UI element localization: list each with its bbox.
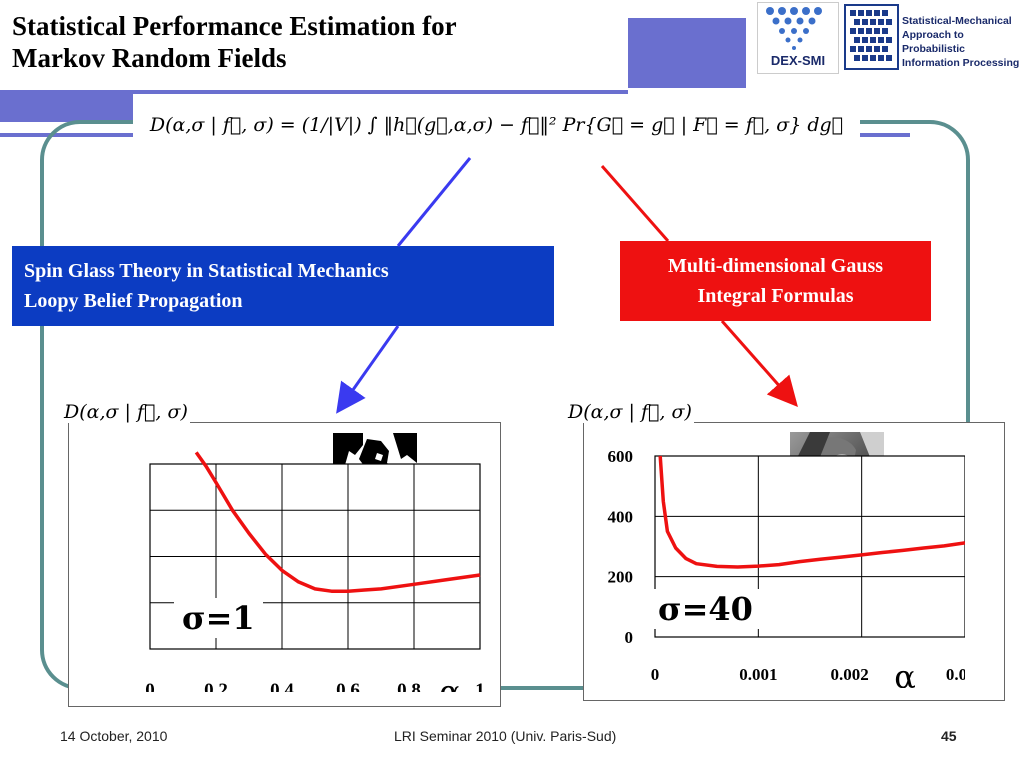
smapip-line-1: Statistical-Mechanical: [902, 15, 1012, 27]
chart-right-series-line: [658, 455, 965, 569]
spin-glass-line: Spin Glass Theory in Statistical Mechani…: [24, 260, 389, 282]
chart-left-xtick-label: 0.6: [336, 680, 360, 692]
dex-smi-logo: DEX-SMI: [757, 2, 839, 74]
chart-left-title: D(α,σ | f⃗, σ): [62, 401, 190, 423]
loopy-bp-line: Loopy Belief Propagation: [24, 290, 243, 312]
title-line-1: Statistical Performance Estimation for: [12, 11, 457, 41]
chart-right-ytick-label: 600: [608, 447, 634, 466]
chart-right-ytick-label: 0: [625, 628, 634, 647]
chart-left: 00.20.40.60.800.20.40.60.81α: [145, 451, 485, 692]
footer-center: LRI Seminar 2010 (Univ. Paris-Sud): [394, 728, 617, 744]
chart-right: 0 200 400 600 0 0.001 0.002 0.003 α: [608, 447, 965, 688]
chart-left-xtick-label: 1: [475, 680, 485, 692]
chart-right-xtick-label: 0.002: [831, 665, 869, 684]
chart-right-ytick-label: 200: [608, 568, 634, 587]
dex-smi-logo-text: DEX-SMI: [770, 53, 826, 68]
title-line-2: Markov Random Fields: [12, 43, 287, 74]
chart-left-series-line: [194, 451, 481, 593]
chart-right-xtick-label: 0: [651, 665, 660, 684]
network-icon: [766, 7, 822, 50]
slide-title: Statistical Performance Estimation for M…: [12, 10, 612, 75]
formula-box: D(α,σ | f⃗, σ) = (1/|V|) ∫ ‖h⃗(g⃗,α,σ) −…: [133, 94, 860, 156]
chart-left-xtick-label: 0.8: [397, 680, 421, 692]
chart-left-xtick-label: 0.4: [270, 680, 294, 692]
risk-formula: D(α,σ | f⃗, σ) = (1/|V|) ∫ ‖h⃗(g⃗,α,σ) −…: [149, 114, 844, 136]
sigma-label-right: σ=40: [652, 589, 759, 629]
chart-left-xtick-label: 0: [145, 680, 155, 692]
chart-right-xaxis-label: α: [894, 658, 916, 688]
smapip-line-2: Approach to Probabilistic: [902, 29, 966, 55]
grid-icon: [844, 4, 899, 70]
smapip-logo-text: Statistical-Mechanical Approach to Proba…: [902, 14, 1022, 70]
smapip-logo: Statistical-Mechanical Approach to Proba…: [842, 2, 1022, 72]
smapip-line-3: Information Processing: [902, 57, 1020, 69]
footer-date: 14 October, 2010: [60, 728, 168, 744]
chart-right-xtick-label: 0.003: [946, 665, 965, 684]
chart-right-ytick-label: 400: [608, 507, 634, 526]
footer-page-number: 45: [941, 728, 957, 744]
spin-glass-box: Spin Glass Theory in Statistical Mechani…: [12, 246, 554, 326]
gauss-integral-box: Multi-dimensional Gauss Integral Formula…: [620, 241, 931, 321]
gauss-line-2: Integral Formulas: [697, 285, 854, 307]
sigma-label-left: σ=1: [174, 598, 263, 638]
chart-left-xtick-label: 0.2: [204, 680, 228, 692]
chart-right-xtick-label: 0.001: [739, 665, 777, 684]
chart-right-title: D(α,σ | f⃗, σ): [566, 401, 694, 423]
chart-left-xaxis-label: α: [439, 673, 461, 692]
right-tab: [628, 18, 746, 88]
gauss-line-1: Multi-dimensional Gauss: [667, 255, 884, 277]
